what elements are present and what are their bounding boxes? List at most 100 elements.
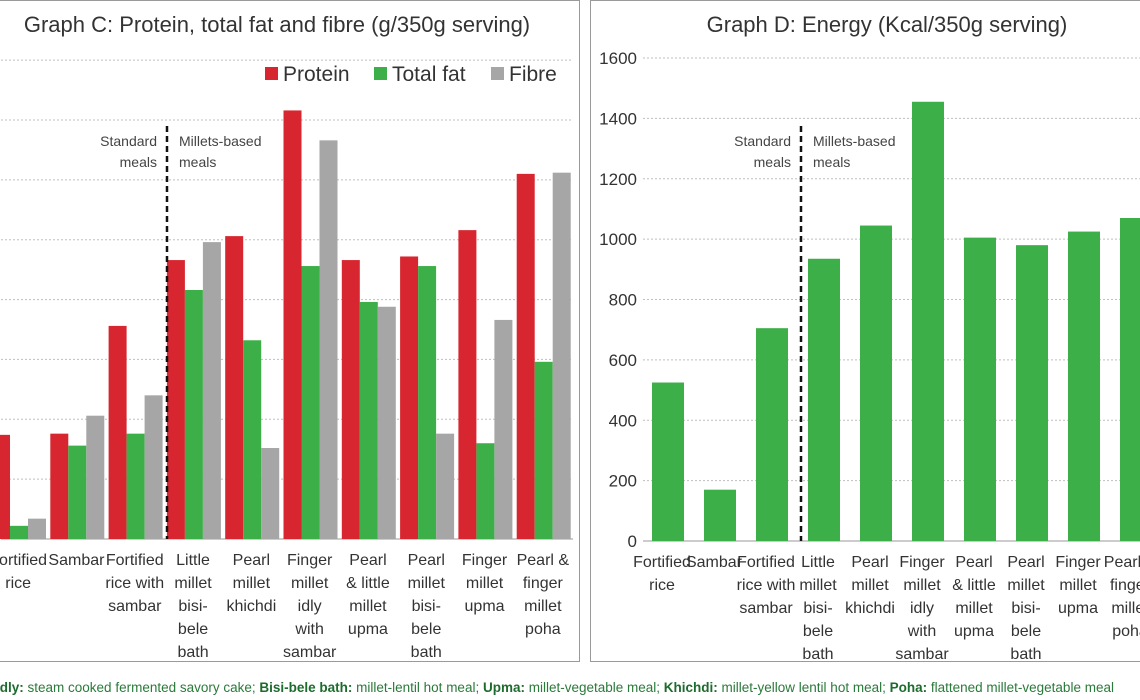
bar-total-fat	[68, 445, 87, 539]
x-category-label: poha	[1112, 623, 1140, 640]
bar-fibre	[377, 306, 396, 539]
glossary-description: millet-yellow lentil hot meal;	[717, 680, 890, 695]
x-category-label: Pearl	[408, 552, 445, 569]
x-category-label: millet	[851, 577, 889, 594]
x-category-label: upma	[348, 621, 388, 638]
glossary-term: Khichdi:	[663, 680, 718, 695]
x-category-label: sambar	[895, 646, 949, 663]
bar-fibre	[144, 395, 163, 539]
bar-energy	[756, 328, 788, 541]
x-category-label: rice with	[737, 577, 796, 594]
bar-energy	[1120, 217, 1140, 541]
glossary-term: Bisi-bele bath:	[259, 680, 353, 695]
y-tick-label: 1200	[599, 170, 637, 189]
bar-energy	[808, 258, 840, 541]
bar-total-fat	[10, 525, 28, 539]
x-category-label: millet	[233, 575, 271, 592]
x-category-label: rice	[5, 575, 31, 592]
bar-total-fat	[418, 266, 437, 539]
x-category-label: Sambar	[48, 552, 105, 569]
x-category-label: Pearl &	[517, 552, 570, 569]
y-tick-label: 200	[609, 472, 637, 491]
x-category-label: & little	[952, 577, 996, 594]
bar-total-fat	[359, 301, 378, 539]
x-category-label: idly	[298, 598, 322, 615]
x-category-label: Little	[801, 554, 835, 571]
x-category-label: bath	[1010, 646, 1041, 663]
bar-fibre	[86, 415, 105, 539]
x-category-label: Pearl	[233, 552, 270, 569]
bar-fibre	[436, 433, 455, 539]
x-category-label: bath	[411, 644, 442, 661]
x-category-label: Little	[176, 552, 210, 569]
x-category-label: Finger	[1055, 554, 1101, 571]
x-category-label: millet	[349, 598, 387, 615]
glossary-term: Idly:	[0, 680, 24, 695]
bar-energy	[1068, 231, 1100, 541]
x-category-label: & little	[346, 575, 390, 592]
x-category-label: with	[907, 623, 936, 640]
annotation-millets-meals: meals	[179, 154, 216, 170]
bar-fibre	[552, 172, 571, 539]
annotation-millets-meals: meals	[813, 154, 850, 170]
x-category-label: finger	[1110, 577, 1140, 594]
legend-label-protein: Protein	[283, 63, 350, 86]
x-category-label: millet	[291, 575, 329, 592]
bar-energy	[1016, 245, 1048, 541]
x-category-label: millet	[174, 575, 212, 592]
graph-d-title: Graph D: Energy (Kcal/350g serving)	[707, 12, 1068, 37]
bar-energy	[912, 101, 944, 541]
bar-total-fat	[126, 433, 145, 539]
x-category-label: upma	[465, 598, 505, 615]
x-category-label: Fortified	[633, 554, 691, 571]
x-category-label: Sambar	[686, 554, 743, 571]
y-tick-label: 1400	[599, 109, 637, 128]
legend-label-fibre: Fibre	[509, 63, 557, 86]
x-category-label: millet	[466, 575, 504, 592]
x-category-label: Pearl	[851, 554, 888, 571]
x-category-label: bath	[802, 646, 833, 663]
y-tick-label: 1600	[599, 49, 637, 68]
y-tick-label: 0	[628, 532, 637, 551]
y-tick-label: 600	[609, 351, 637, 370]
bar-total-fat	[243, 340, 262, 539]
x-category-label: bele	[803, 623, 833, 640]
graph-c-chart: Graph C: Protein, total fat and fibre (g…	[0, 12, 573, 661]
bar-protein	[166, 260, 185, 539]
x-category-label: millet	[955, 600, 993, 617]
bar-protein	[0, 434, 10, 539]
x-category-label: millet	[1007, 577, 1045, 594]
glossary-description: steam cooked fermented savory cake;	[23, 680, 260, 695]
x-category-label: khichdi	[226, 598, 276, 615]
glossary-description: flattened millet-vegetable meal	[927, 680, 1114, 695]
bar-energy	[964, 237, 996, 541]
bar-fibre	[28, 518, 46, 539]
bar-fibre	[494, 319, 513, 539]
x-category-label: khichdi	[845, 600, 895, 617]
bar-fibre	[202, 242, 221, 539]
bar-protein	[516, 173, 535, 539]
bar-total-fat	[184, 289, 203, 539]
annotation-millets-meals: Millets-based	[179, 133, 261, 149]
x-category-label: Pearl	[1007, 554, 1044, 571]
annotation-standard-meals: meals	[120, 154, 157, 170]
y-tick-label: 1000	[599, 230, 637, 249]
graph-c-panel: Graph C: Protein, total fat and fibre (g…	[0, 0, 580, 662]
y-tick-label: 400	[609, 411, 637, 430]
bar-total-fat	[476, 443, 495, 539]
x-category-label: millet	[799, 577, 837, 594]
x-category-label: Pearl	[955, 554, 992, 571]
x-category-label: bele	[178, 621, 208, 638]
glossary-description: millet-lentil hot meal;	[352, 680, 483, 695]
footer-glossary: Idly: steam cooked fermented savory cake…	[0, 680, 1114, 695]
legend-label-total-fat: Total fat	[392, 63, 466, 86]
y-tick-label: 800	[609, 291, 637, 310]
x-category-label: bisi-	[178, 598, 207, 615]
x-category-label: upma	[1058, 600, 1098, 617]
x-category-label: millet	[524, 598, 562, 615]
annotation-standard-meals: meals	[754, 154, 791, 170]
x-category-label: Fortified	[0, 552, 47, 569]
x-category-label: Finger	[462, 552, 508, 569]
bar-protein	[225, 236, 244, 539]
annotation-standard-meals: Standard	[734, 133, 791, 149]
